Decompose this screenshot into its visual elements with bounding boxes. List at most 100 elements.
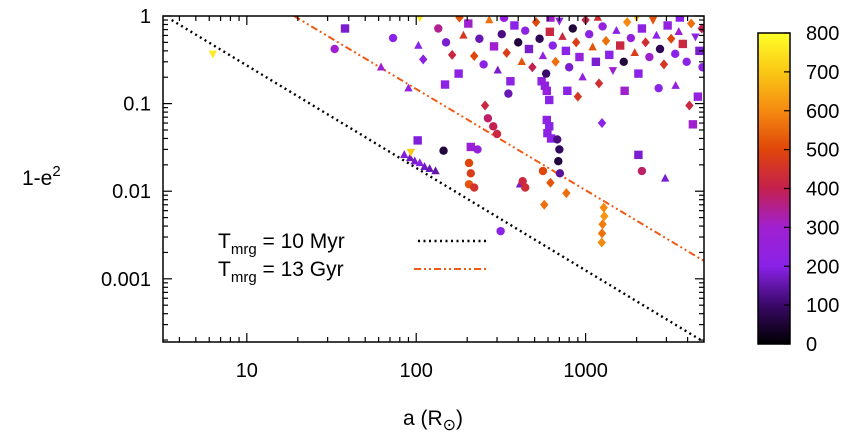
data-point-circle (434, 24, 443, 33)
data-point-diamond (546, 177, 555, 188)
data-point-circle (535, 34, 544, 43)
data-point-diamond (540, 199, 549, 210)
data-point-triangle (414, 40, 423, 49)
data-point-square (620, 86, 629, 96)
data-point-diamond (599, 202, 608, 213)
merger-line-10myr (171, 18, 704, 342)
data-point-circle (464, 158, 474, 168)
plot-frame (162, 15, 705, 343)
data-point-square (545, 95, 554, 105)
data-point-circle (584, 29, 594, 39)
x-axis-label: a (R⊙) (403, 407, 463, 434)
reference-lines (171, 16, 704, 342)
data-point-diamond (597, 228, 607, 239)
data-point-circle (521, 26, 530, 35)
data-point-triangle (517, 57, 526, 66)
data-point-triangle (420, 162, 429, 170)
colorbar-tick-label: 300 (806, 217, 839, 239)
data-point-circle (518, 177, 527, 186)
data-point-square (561, 46, 571, 56)
data-point-square (543, 128, 552, 138)
data-point-triangle (459, 30, 468, 39)
data-point-circle (682, 57, 691, 67)
data-point-square (675, 16, 685, 22)
y-tick-label: 1 (140, 6, 151, 28)
data-point-diamond (573, 91, 583, 102)
data-point-square (563, 86, 572, 96)
data-point-square (464, 19, 473, 28)
colorbar-tick-label: 600 (806, 101, 839, 123)
data-point-triangle (578, 72, 587, 81)
data-point-square (545, 27, 555, 37)
colorbar-tick-label: 500 (806, 140, 839, 162)
data-point-circle (497, 29, 506, 39)
data-point-diamond (447, 49, 457, 60)
data-point-triangle-down (691, 33, 700, 42)
data-point-diamond (601, 35, 611, 46)
data-point-square (510, 21, 519, 30)
data-point-circle (466, 169, 475, 178)
data-point-triangle (588, 42, 597, 51)
colorbar-tick-label: 200 (806, 256, 839, 278)
data-point-diamond (528, 62, 537, 73)
data-point-circle (388, 33, 398, 43)
data-point-triangle-down (406, 148, 416, 157)
data-point-triangle (612, 25, 621, 34)
data-point-circle (513, 38, 523, 47)
data-point-square (440, 80, 450, 89)
data-point-triangle (485, 16, 494, 24)
data-point-diamond (685, 100, 694, 111)
data-point-square (688, 120, 698, 129)
y-tick-label: 0.01 (112, 181, 151, 203)
data-point-triangle (405, 153, 415, 162)
data-point-triangle (593, 16, 602, 21)
data-point-triangle (538, 51, 548, 60)
data-point-circle (504, 89, 513, 98)
data-point-square (546, 16, 555, 22)
data-point-diamond (480, 100, 490, 111)
merger-line-13gyr (293, 16, 704, 262)
data-point-square (524, 44, 534, 54)
data-point-triangle (558, 32, 567, 40)
data-point-square (546, 134, 556, 143)
y-axis-label: 1-e2 (22, 163, 61, 190)
data-point-square (693, 92, 703, 101)
data-point-circle (626, 33, 636, 43)
colorbar-tick-label: 800 (806, 23, 839, 45)
legend-entry-10myr-label: Tmrg = 10 Myr (218, 230, 345, 258)
data-points (208, 16, 704, 248)
colorbar-tick-label: 400 (806, 179, 839, 201)
data-point-square (540, 81, 550, 90)
data-point-square (506, 77, 515, 86)
data-point-circle (483, 114, 493, 123)
data-point-diamond (597, 118, 607, 129)
data-point-circle (555, 145, 564, 154)
data-point-circle (441, 38, 451, 47)
data-point-triangle-down (555, 17, 564, 26)
data-point-circle (439, 146, 448, 155)
data-point-diamond (598, 219, 607, 230)
data-point-triangle-down (208, 50, 218, 59)
legend-entry-13gyr-label: Tmrg = 13 Gyr (218, 258, 344, 286)
x-tick-label: 100 (400, 360, 433, 382)
data-point-square (637, 24, 647, 33)
data-point-square (340, 24, 350, 33)
data-point-triangle (660, 173, 670, 182)
data-point-circle (499, 16, 509, 23)
colorbar-tick-label: 700 (806, 62, 839, 84)
data-point-square (537, 77, 546, 86)
data-point-diamond (594, 78, 604, 89)
data-point-circle (475, 34, 484, 43)
data-point-diamond (455, 16, 464, 23)
data-point-circle (489, 122, 498, 131)
data-point-circle (698, 63, 704, 72)
data-point-diamond (502, 47, 511, 58)
data-point-square (591, 57, 601, 67)
data-point-square (663, 21, 672, 30)
data-point-square (545, 122, 554, 131)
data-point-circle (554, 157, 563, 166)
data-point-triangle (493, 65, 502, 74)
data-point-triangle (652, 30, 661, 39)
data-point-triangle (376, 62, 386, 71)
